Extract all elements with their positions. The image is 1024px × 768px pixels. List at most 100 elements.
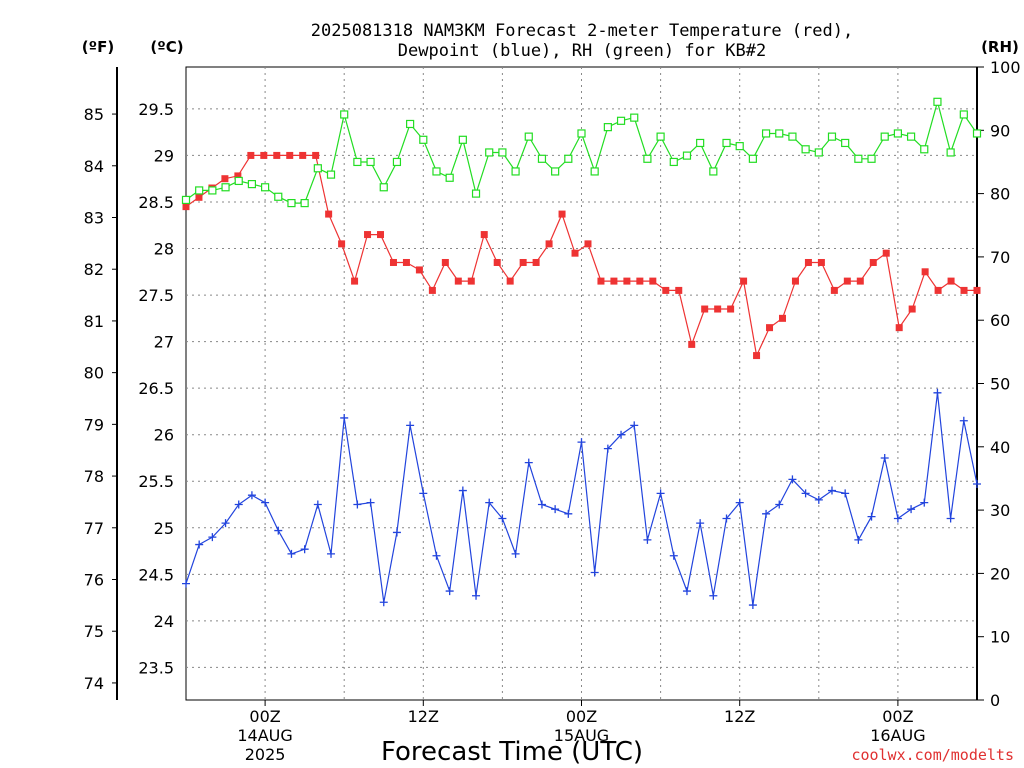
temperature-point (636, 277, 644, 285)
temperature-point (338, 240, 346, 248)
rh-point (775, 129, 784, 138)
dewpoint-point (775, 500, 784, 509)
dewpoint-point (762, 509, 771, 518)
dewpoint-point (392, 528, 401, 537)
rh-point (788, 132, 797, 141)
temperature-point (973, 286, 981, 294)
rh-point (564, 154, 573, 163)
axes: 23.5 24 24.5 25 25.5 26 26.5 27 27.5 28 28.5 29 29.5… (84, 58, 1021, 764)
rh-point (287, 198, 296, 208)
time-tick-label: 12Z (724, 707, 755, 726)
time-year-label: 2025 (245, 745, 286, 764)
temperature-point (843, 277, 851, 285)
dewpoint-point (907, 505, 916, 514)
rh-point (340, 110, 349, 119)
dewpoint-point (643, 535, 652, 544)
x-axis-label: Forecast Time (UTC) (381, 737, 643, 767)
temperature-point (351, 277, 359, 285)
celsius-tick-label: 24 (154, 612, 174, 631)
dewpoint-point (946, 514, 955, 523)
dewpoint-point (432, 551, 441, 560)
dewpoint-point (933, 388, 942, 397)
rh-point (933, 97, 942, 106)
rh-point (537, 154, 547, 163)
dewpoint-point (577, 438, 586, 447)
celsius-tick-label: 26.5 (138, 379, 174, 398)
rh-point (590, 167, 599, 176)
dewpoint-point (300, 545, 309, 554)
dewpoint-point (709, 591, 718, 600)
temperature-point (869, 258, 877, 266)
temperature-point (299, 151, 307, 159)
temperature-point (428, 286, 436, 294)
temperature-point (584, 240, 592, 248)
rh-point (630, 113, 639, 122)
temperature-point (506, 277, 514, 285)
temperature-point (662, 286, 670, 294)
temperature-point (467, 277, 475, 285)
temperature-point (766, 324, 774, 332)
rh-tick-label: 10 (990, 628, 1010, 647)
temperature-point (778, 314, 786, 322)
fahrenheit-tick-label: 78 (84, 467, 104, 486)
temperature-point (610, 277, 618, 285)
temperature-point (480, 231, 488, 239)
dewpoint-point (445, 587, 454, 596)
rh-point (735, 142, 744, 151)
fahrenheit-tick-label: 84 (84, 157, 104, 176)
dewpoint-point (498, 514, 507, 523)
celsius-tick-label: 24.5 (138, 565, 174, 584)
dewpoint-point (722, 514, 731, 523)
rh-point (893, 129, 903, 138)
dewpoint-point (827, 486, 836, 495)
rh-point (841, 138, 850, 148)
rh-point (906, 132, 916, 141)
dewpoint-point (221, 519, 230, 528)
rh-point (208, 186, 217, 195)
fahrenheit-tick-label: 77 (84, 519, 104, 538)
celsius-tick-label: 29.5 (138, 100, 174, 119)
celsius-tick-label: 25 (154, 519, 174, 538)
rh-point (379, 183, 388, 192)
rh-tick-label: 50 (990, 375, 1010, 394)
temperature-point (571, 249, 579, 257)
temperature-point (182, 203, 190, 211)
fahrenheit-tick-label: 80 (84, 364, 104, 383)
temperature-point (532, 258, 540, 266)
dewpoint-point (366, 498, 375, 507)
temperature-point (856, 277, 864, 285)
fahrenheit-tick-label: 76 (84, 571, 104, 590)
temperature-point (688, 340, 696, 348)
rh-tick-label: 80 (990, 185, 1010, 204)
rh-point (577, 129, 586, 138)
rh-unit-label: (RH) (981, 38, 1019, 56)
celsius-tick-label: 23.5 (138, 658, 174, 677)
chart-title-line-1: 2025081318 NAM3KM Forecast 2-meter Tempe… (311, 21, 853, 41)
dewpoint-point (590, 568, 599, 577)
temperature-point (247, 151, 255, 159)
temperature-point (921, 268, 929, 276)
series (181, 97, 982, 610)
temperature-point (519, 258, 527, 266)
dewpoint-point (788, 475, 797, 484)
rh-point (709, 167, 718, 176)
dewpoint-point (524, 458, 533, 467)
rh-point (656, 132, 665, 141)
rh-point (959, 110, 968, 119)
chart-title-line-2: Dewpoint (blue), RH (green) for KB#2 (398, 41, 766, 61)
temperature-point (817, 258, 825, 266)
temperature-point (454, 277, 462, 285)
dewpoint-point (234, 500, 243, 509)
rh-point (972, 129, 982, 138)
rh-point (696, 138, 705, 148)
rh-point (880, 132, 889, 141)
rh-point (432, 167, 441, 176)
rh-point (445, 173, 454, 182)
dewpoint-point (485, 498, 494, 507)
rh-point (458, 135, 467, 144)
temperature-point (908, 305, 916, 313)
dewpoint-point (195, 540, 204, 549)
dewpoint-point (327, 549, 336, 558)
rh-tick-label: 20 (990, 564, 1010, 583)
rh-point (419, 135, 428, 144)
